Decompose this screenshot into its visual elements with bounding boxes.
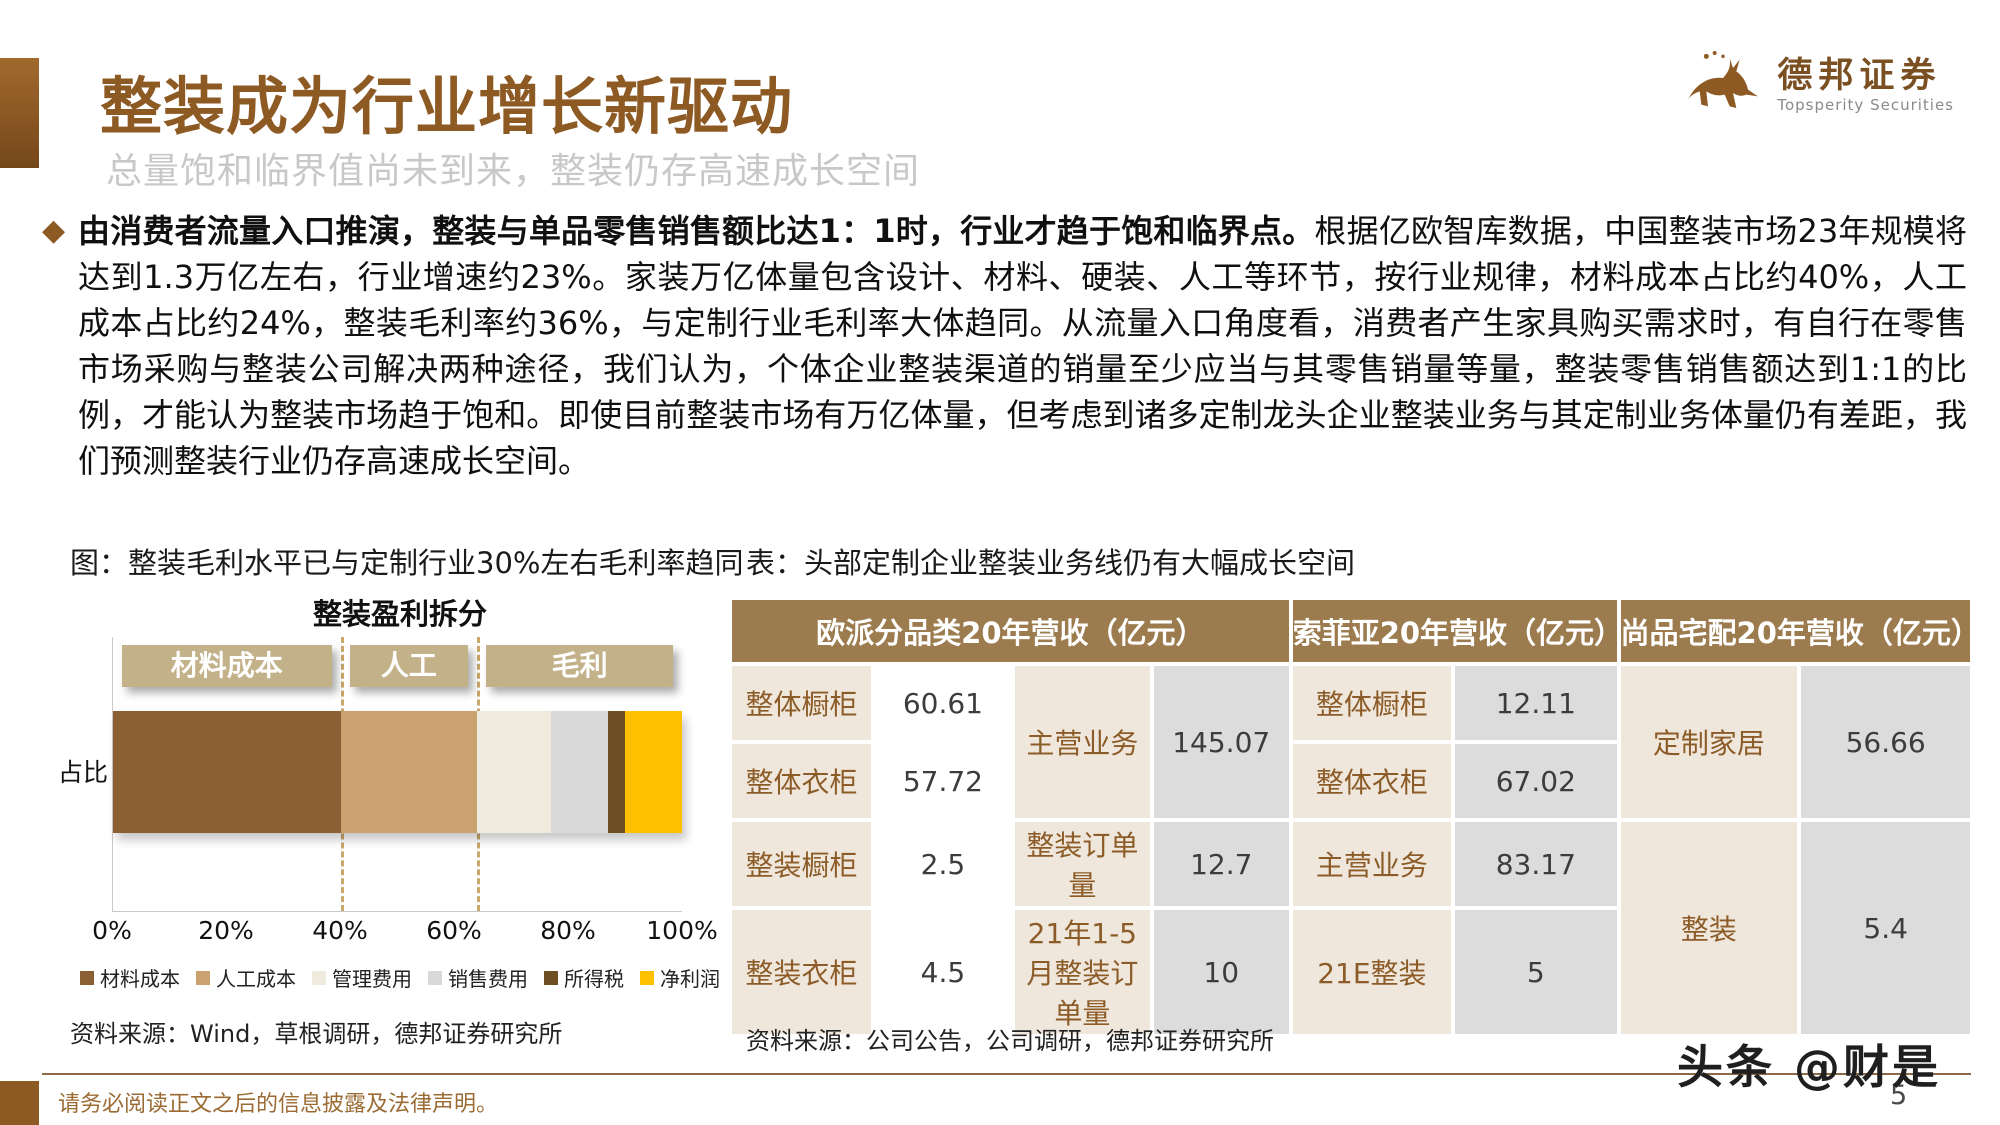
legend-item: 所得税 xyxy=(544,963,624,992)
cell-value: 5.4 xyxy=(1797,818,1974,1038)
summary-lead-bold: 由消费者流量入口推演，整装与单品零售销售额比达1：1时，行业才趋于饱和临界点。 xyxy=(78,212,1315,250)
table-source: 资料来源：公司公告，公司调研，德邦证券研究所 xyxy=(746,1027,1274,1055)
cell-label: 21E整装 xyxy=(1288,906,1456,1038)
summary-paragraph: ◆ 由消费者流量入口推演，整装与单品零售销售额比达1：1时，行业才趋于饱和临界点… xyxy=(42,208,1967,484)
table-caption: 表：头部定制企业整装业务线仍有大幅成长空间 xyxy=(746,546,1356,580)
legend-label: 管理费用 xyxy=(332,967,412,991)
x-tick-label: 20% xyxy=(198,916,254,945)
header-oupai: 欧派分品类20年营收（亿元） xyxy=(728,596,1293,666)
page-title: 整装成为行业增长新驱动 xyxy=(100,70,794,143)
annotation-box: 毛利 xyxy=(486,645,673,687)
bar-segment xyxy=(608,711,626,833)
logo-name-en: Topsperity Securities xyxy=(1777,95,1954,114)
legend-label: 销售费用 xyxy=(448,967,528,991)
annotation-box: 材料成本 xyxy=(122,645,332,687)
cell-value: 10 xyxy=(1149,906,1293,1038)
cell-label: 整装橱柜 xyxy=(728,818,875,910)
cell-label: 主营业务 xyxy=(1288,818,1456,910)
legend-label: 材料成本 xyxy=(100,967,180,991)
cell-value: 4.5 xyxy=(870,906,1015,1038)
figure-caption: 图：整装毛利水平已与定制行业30%左右毛利率趋同 xyxy=(70,546,744,580)
header-shangpin: 尚品宅配20年营收（亿元） xyxy=(1616,596,1980,666)
cell-label: 整体橱柜 xyxy=(728,662,875,744)
chart-y-axis-label: 占比 xyxy=(58,758,109,787)
bar-segment xyxy=(340,711,478,833)
x-tick-label: 40% xyxy=(312,916,368,945)
page-number: 5 xyxy=(1890,1080,1908,1111)
cell-value: 145.07 xyxy=(1149,662,1293,822)
cell-label: 整装订单量 xyxy=(1010,818,1154,910)
cell-value: 5 xyxy=(1451,906,1621,1038)
footer-disclaimer: 请务必阅读正文之后的信息披露及法律声明。 xyxy=(58,1092,499,1117)
legend-swatch xyxy=(428,970,442,985)
cell-value: 2.5 xyxy=(870,818,1015,910)
brand-logo: 德邦证券 Topsperity Securities xyxy=(1681,48,1954,122)
legend-swatch xyxy=(640,970,654,985)
deer-logo-icon xyxy=(1681,48,1765,122)
legend-item: 管理费用 xyxy=(312,963,412,992)
title-accent-bar xyxy=(0,58,39,168)
summary-text: 由消费者流量入口推演，整装与单品零售销售额比达1：1时，行业才趋于饱和临界点。根… xyxy=(78,208,1967,484)
cell-value: 83.17 xyxy=(1451,818,1621,910)
legend-item: 净利润 xyxy=(640,963,720,992)
summary-rest: 根据亿欧智库数据，中国整装市场23年规模将达到1.3万亿左右，行业增速约23%。… xyxy=(78,212,1967,480)
cell-label: 整体衣柜 xyxy=(728,740,875,822)
stacked-bar xyxy=(113,711,682,833)
cell-label: 21年1-5月整装订单量 xyxy=(1010,906,1154,1038)
legend-label: 人工成本 xyxy=(216,967,296,991)
legend-swatch xyxy=(80,970,94,985)
cell-value: 56.66 xyxy=(1797,662,1974,822)
cell-label: 整装 xyxy=(1616,818,1802,1038)
cell-label: 整体衣柜 xyxy=(1288,740,1456,822)
footer-accent-square xyxy=(0,1081,39,1125)
logo-name-cn: 德邦证券 xyxy=(1777,56,1942,97)
cell-value: 12.7 xyxy=(1149,818,1293,910)
diamond-bullet-icon: ◆ xyxy=(42,213,66,248)
bar-segment xyxy=(551,711,608,833)
cell-label: 主营业务 xyxy=(1010,662,1154,822)
legend-item: 人工成本 xyxy=(196,963,296,992)
chart-legend: 材料成本 人工成本 管理费用 销售费用 所得税 净利润 xyxy=(60,963,740,992)
legend-swatch xyxy=(544,970,558,985)
x-tick-label: 80% xyxy=(540,916,596,945)
x-tick-label: 60% xyxy=(426,916,482,945)
footer-divider xyxy=(42,1073,1971,1075)
bar-segment xyxy=(113,711,341,833)
table-row: 整体橱柜 60.61 主营业务 145.07 整体橱柜 12.11 定制家居 5… xyxy=(728,662,1974,822)
chart-plot: 材料成本 人工 毛利 xyxy=(112,637,682,912)
chart-title: 整装盈利拆分 xyxy=(312,597,487,631)
revenue-table: 欧派分品类20年营收（亿元） 索菲亚20年营收（亿元） 尚品宅配20年营收（亿元… xyxy=(728,596,1980,1038)
cell-value: 12.11 xyxy=(1451,662,1621,744)
cell-label: 定制家居 xyxy=(1616,662,1802,822)
annotation-row: 材料成本 人工 毛利 xyxy=(113,645,682,687)
header-sofia: 索菲亚20年营收（亿元） xyxy=(1288,596,1623,666)
legend-item: 销售费用 xyxy=(428,963,528,992)
bar-segment xyxy=(477,711,552,833)
legend-item: 材料成本 xyxy=(80,963,180,992)
annotation-box: 人工 xyxy=(349,645,469,687)
x-tick-label: 100% xyxy=(646,916,718,945)
figure-source: 资料来源：Wind，草根调研，德邦证券研究所 xyxy=(70,1020,563,1048)
x-tick-label: 0% xyxy=(92,916,132,945)
cell-value: 60.61 xyxy=(870,662,1015,744)
page-subtitle: 总量饱和临界值尚未到来，整装仍存高速成长空间 xyxy=(106,151,921,192)
legend-label: 所得税 xyxy=(564,967,624,991)
table-row: 整装橱柜 2.5 整装订单量 12.7 主营业务 83.17 整装 5.4 xyxy=(728,818,1974,1038)
profit-breakdown-chart: 整装盈利拆分 占比 材料成本 人工 毛利 0% 20% 40% 60% 80% 100% 材料… xyxy=(58,585,740,1015)
table-row: 整体衣柜 57.72 整体衣柜 67.02 xyxy=(728,740,1972,822)
watermark: 头条 @财是 xyxy=(1676,1040,1941,1094)
x-axis-ticks: 0% 20% 40% 60% 80% 100% xyxy=(92,916,718,946)
legend-swatch xyxy=(312,970,326,985)
cell-label: 整体橱柜 xyxy=(1288,662,1456,744)
table-row: 整装衣柜 4.5 21年1-5月整装订单量 10 21E整装 5 xyxy=(728,906,1972,1038)
cell-label: 整装衣柜 xyxy=(728,906,875,1038)
cell-value: 57.72 xyxy=(870,740,1015,822)
legend-label: 净利润 xyxy=(660,967,720,991)
cell-value: 67.02 xyxy=(1451,740,1621,822)
legend-swatch xyxy=(196,970,210,985)
bar-segment xyxy=(625,711,682,833)
table-header-row: 欧派分品类20年营收（亿元） 索菲亚20年营收（亿元） 尚品宅配20年营收（亿元… xyxy=(728,596,1980,666)
